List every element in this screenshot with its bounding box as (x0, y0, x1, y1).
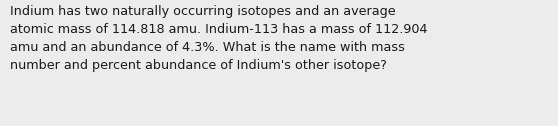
Text: Indium has two naturally occurring isotopes and an average
atomic mass of 114.81: Indium has two naturally occurring isoto… (10, 5, 427, 72)
